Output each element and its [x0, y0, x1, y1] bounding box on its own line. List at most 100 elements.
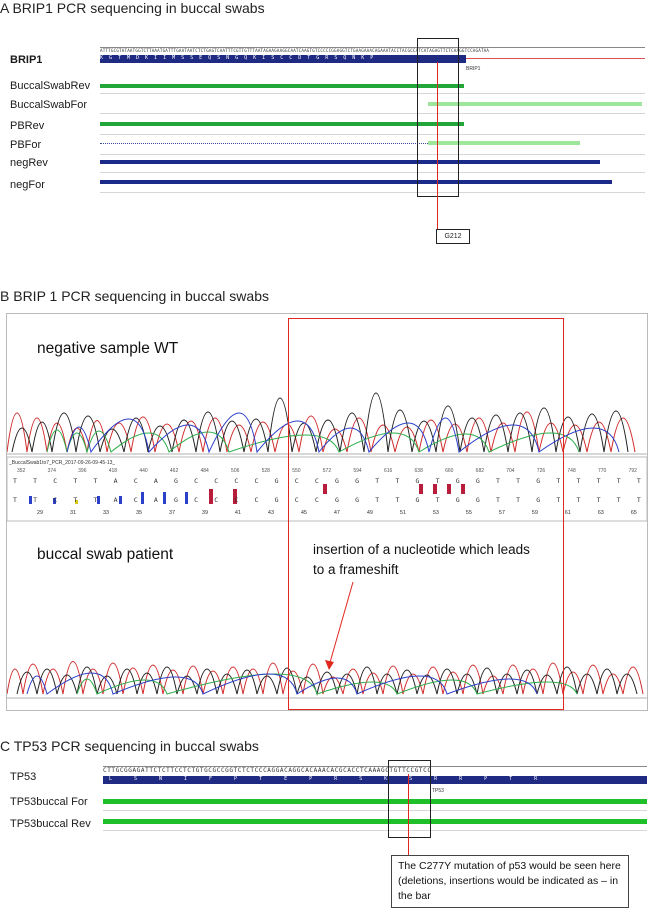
- base-index: 35: [135, 510, 143, 516]
- track-divider: [103, 810, 647, 811]
- mutation-position-line: [437, 62, 438, 232]
- position-tick: 418: [108, 468, 118, 474]
- base-call: G: [455, 477, 460, 485]
- base-call: T: [435, 496, 440, 504]
- base-call: G: [274, 477, 279, 485]
- lower-chromatogram-label: buccal swab patient: [37, 546, 174, 563]
- base-call: C: [214, 477, 219, 485]
- panel-a-viewer: BRIP1 ATTTGCGTATAATGGTCTTAAATGATTTGAATAA…: [0, 38, 645, 232]
- brip1-gene-arrow-line: [466, 58, 645, 59]
- position-tick: 748: [567, 468, 576, 474]
- base-call: T: [596, 477, 601, 485]
- tp53-callout: The C277Y mutation of p53 would be seen …: [391, 855, 629, 908]
- base-index: 63: [597, 510, 604, 516]
- base-call: T: [636, 477, 641, 485]
- chromatogram-svg: [7, 392, 647, 699]
- base-call: A: [113, 496, 118, 504]
- base-call: G: [415, 477, 420, 485]
- frameshift-annotation: insertion of a nucleotide which leads to…: [313, 542, 530, 577]
- base-call: T: [93, 496, 98, 504]
- base-call: T: [636, 496, 641, 504]
- base-call: G: [536, 496, 541, 504]
- base-index: 53: [432, 510, 439, 516]
- position-tick: 528: [261, 468, 270, 474]
- base-call: G: [335, 496, 339, 504]
- panel-a-title: A BRIP1 PCR sequencing in buccal swabs: [0, 0, 265, 16]
- position-tick: 660: [445, 468, 454, 474]
- base-call: C: [254, 477, 259, 485]
- track-divider: [100, 192, 645, 193]
- base-call: T: [616, 477, 621, 485]
- upper-chromatogram-label: negative sample WT: [37, 340, 179, 357]
- position-tick: 770: [597, 468, 607, 474]
- base-call: G: [355, 496, 360, 504]
- base-call: C: [314, 477, 319, 485]
- base-call: T: [576, 477, 581, 485]
- base-call: T: [435, 477, 440, 485]
- base-call: T: [13, 477, 17, 485]
- track-divider: [100, 172, 645, 173]
- base-index: 61: [564, 510, 571, 516]
- lower-chromatogram-traces: [7, 661, 644, 696]
- base-call: G: [536, 477, 541, 485]
- base-call: T: [395, 496, 400, 504]
- panel-b-title: B BRIP 1 PCR sequencing in buccal swabs: [0, 288, 269, 304]
- position-tick: 726: [536, 468, 546, 474]
- base-call: T: [556, 496, 561, 504]
- track-label-buccalswabrev: BuccalSwabRev: [10, 80, 91, 92]
- base-call: A: [153, 477, 158, 485]
- base-index: 65: [630, 510, 637, 516]
- base-call: C: [53, 477, 58, 485]
- base-call: T: [395, 477, 400, 485]
- position-tick: 594: [353, 468, 362, 474]
- base-call: C: [133, 477, 138, 485]
- track-bar-pbrev: [100, 122, 464, 126]
- base-call: T: [576, 496, 581, 504]
- base-call: C: [194, 477, 199, 485]
- base-call: T: [13, 496, 17, 504]
- base-index: 41: [234, 510, 242, 516]
- base-index: 47: [333, 510, 340, 516]
- base-call: G: [335, 477, 339, 485]
- base-call: G: [355, 477, 360, 485]
- base-index: 55: [465, 510, 472, 516]
- position-tick: 374: [47, 468, 56, 474]
- track-divider: [100, 93, 645, 94]
- base-call: T: [616, 496, 621, 504]
- position-tick-row: 352 374 396 418 440 462 484 506 528 550 …: [17, 468, 637, 474]
- position-tick: 704: [506, 468, 515, 474]
- brip1-amino-acid-strip: KGTMDKIIMSSEQSNGQKISCCDTGRSQNKP: [100, 55, 466, 63]
- base-call: T: [375, 496, 380, 504]
- base-call: T: [375, 477, 380, 485]
- position-tick: 352: [17, 468, 26, 474]
- brip1-ref-label: BRIP1: [10, 54, 43, 66]
- upper-chromatogram-traces: [7, 392, 636, 454]
- track-label-buccalswabfor: BuccalSwabFor: [10, 99, 88, 111]
- track-bar-tp53buccal-rev: [103, 819, 647, 824]
- base-index: 33: [102, 510, 110, 516]
- track-dotted-pbfor: [100, 143, 428, 144]
- base-call: T: [496, 496, 500, 504]
- track-bar-pbfor: [428, 141, 580, 145]
- chromatogram-file-label: _BuccalSwab1to7_PCR_2017-09-26-09-45-13_: [9, 460, 116, 466]
- base-call: G: [274, 496, 279, 504]
- panel-c-title: C TP53 PCR sequencing in buccal swabs: [0, 738, 259, 754]
- base-call: C: [214, 496, 219, 504]
- base-call: G: [415, 496, 420, 504]
- track-bar-negrev: [100, 160, 600, 164]
- brip1-nucleotide-strip: ATTTGCGTATAATGGTCTTAAATGATTTGAATAATCTCTG…: [100, 47, 645, 55]
- base-call: C: [133, 496, 138, 504]
- track-divider: [100, 154, 645, 155]
- base-index: 45: [300, 510, 307, 516]
- base-call: T: [516, 496, 521, 504]
- base-index-row: 29 31 33 35 37 39 41 43 45 47 49 51 53 55 57 59 61 63 65: [37, 510, 637, 516]
- position-tick: 550: [292, 468, 301, 474]
- base-call: T: [73, 477, 78, 485]
- base-call-blocks: [29, 484, 465, 504]
- track-bar-buccalswabfor: [428, 102, 642, 106]
- track-bar-buccalswabrev: [100, 84, 464, 88]
- position-tick: 616: [383, 468, 393, 474]
- base-call: C: [314, 496, 319, 504]
- track-bar-tp53buccal-for: [103, 799, 647, 804]
